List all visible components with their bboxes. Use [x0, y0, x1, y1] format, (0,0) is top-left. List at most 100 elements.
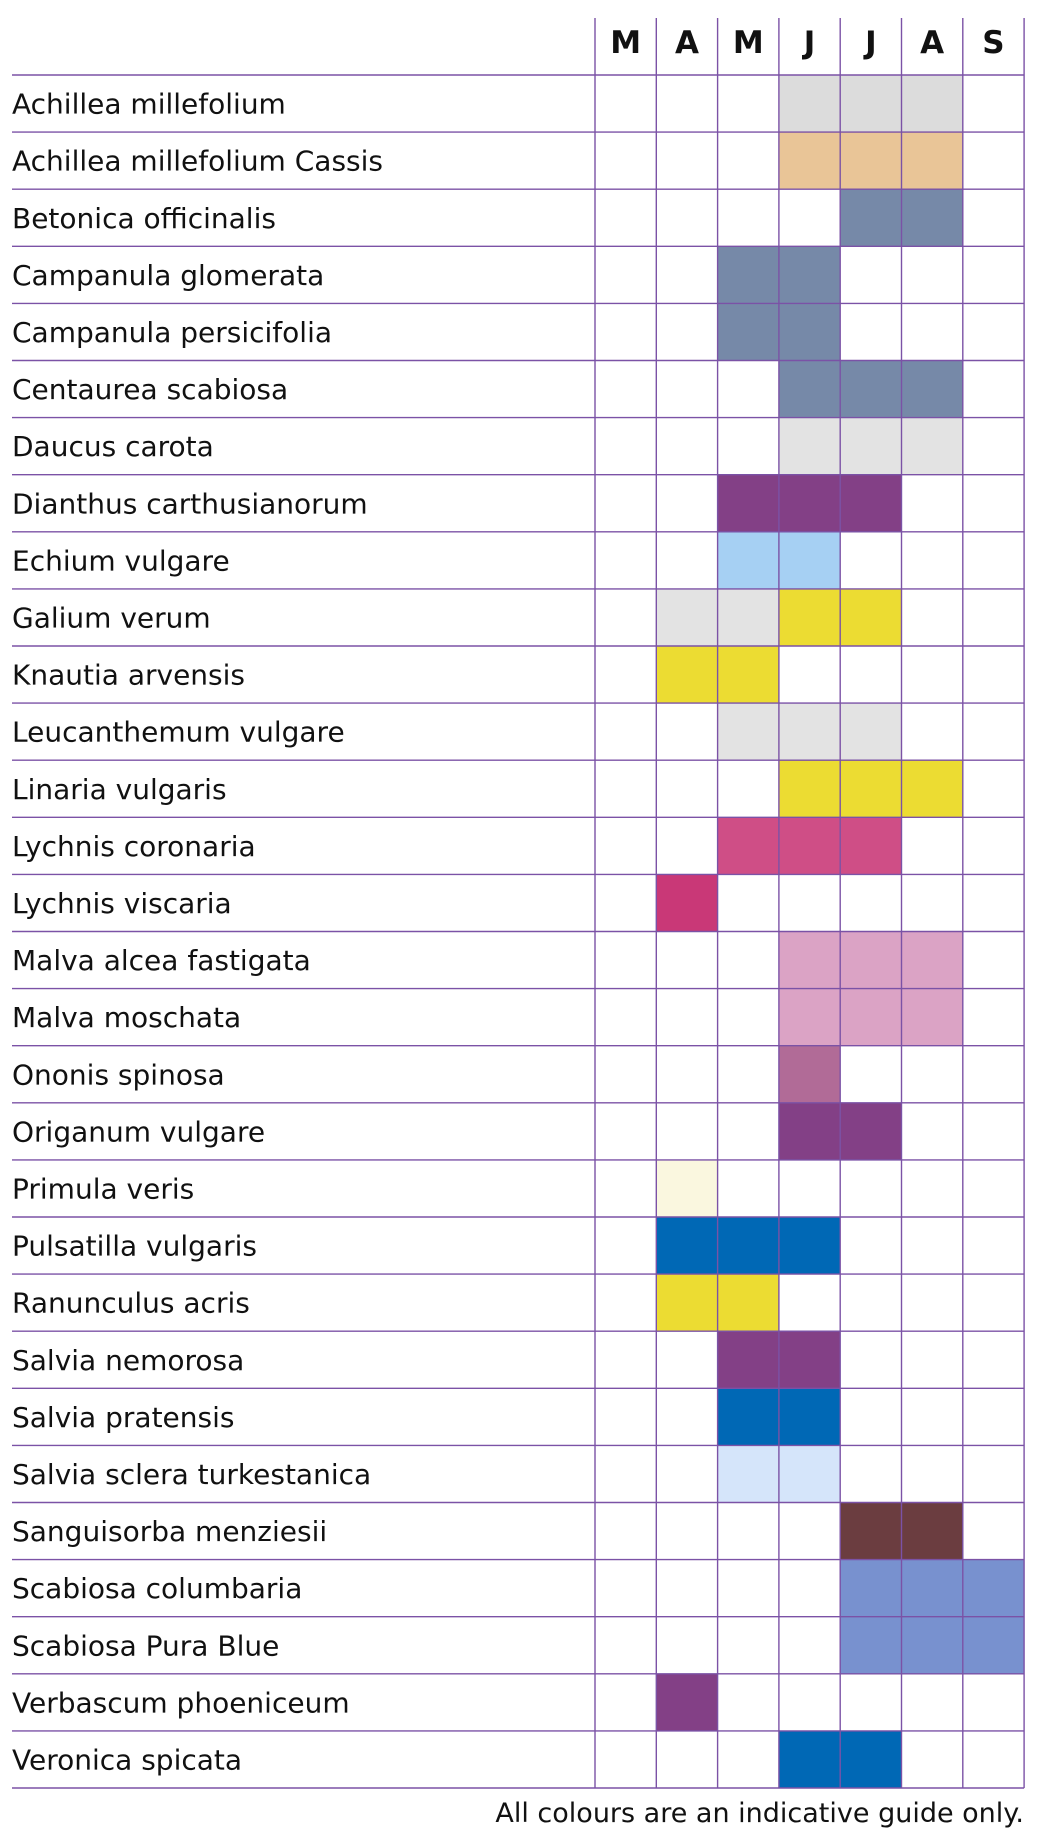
bloom-cell: [717, 303, 779, 361]
bloom-cell: [840, 1502, 902, 1560]
plant-name: Galium verum: [12, 601, 211, 634]
bloom-cell: [717, 817, 779, 875]
bloom-cell: [778, 760, 841, 818]
plant-name: Leucanthemum vulgare: [12, 716, 345, 749]
bloom-cell: [901, 189, 963, 247]
bloom-cell: [901, 360, 963, 418]
plant-name: Scabiosa columbaria: [12, 1572, 302, 1605]
bloom-cell: [778, 417, 841, 475]
bloom-cell: [778, 1331, 841, 1389]
bloom-cell: [901, 1502, 963, 1560]
month-header: M: [733, 25, 764, 61]
bloom-cell: [778, 988, 841, 1046]
footnote: All colours are an indicative guide only…: [495, 1798, 1024, 1829]
plant-name: Centaurea scabiosa: [12, 373, 288, 406]
bloom-cell: [778, 1445, 841, 1503]
plant-name: Dianthus carthusianorum: [12, 487, 368, 520]
plant-name: Pulsatilla vulgaris: [12, 1230, 257, 1263]
month-header: M: [610, 25, 641, 61]
bloom-cell: [840, 931, 902, 989]
bloom-cell: [656, 588, 718, 646]
plant-name: Veronica spicata: [12, 1743, 242, 1776]
plant-name: Betonica officinalis: [12, 202, 276, 235]
plant-name: Campanula persicifolia: [12, 316, 332, 349]
month-header: S: [982, 25, 1004, 61]
bloom-cell: [840, 1102, 902, 1160]
bloom-cell: [778, 531, 841, 589]
bloom-cell: [901, 75, 963, 133]
plant-name: Sanguisorba menziesii: [12, 1515, 327, 1548]
plant-name: Primula veris: [12, 1172, 194, 1205]
bloom-cell: [840, 1730, 902, 1788]
bloom-cell: [717, 474, 779, 532]
bloom-cell: [840, 1559, 902, 1617]
bloom-cell: [901, 1559, 963, 1617]
bloom-cell: [840, 760, 902, 818]
bloom-cell: [840, 75, 902, 133]
bloom-cell: [717, 588, 779, 646]
bloom-cell: [778, 703, 841, 761]
plant-name: Scabiosa Pura Blue: [12, 1629, 279, 1662]
plant-name: Achillea millefolium Cassis: [12, 145, 383, 178]
bloom-cell: [717, 246, 779, 304]
plant-name: Salvia pratensis: [12, 1401, 234, 1434]
bloom-cell: [717, 1445, 779, 1503]
bloom-cell: [717, 1274, 779, 1332]
plant-name: Echium vulgare: [12, 544, 230, 577]
bloom-cell: [901, 760, 963, 818]
plant-name: Knautia arvensis: [12, 659, 245, 692]
bloom-cell: [778, 1102, 841, 1160]
bloom-cell: [962, 1616, 1025, 1674]
bloom-cell: [840, 474, 902, 532]
bloom-cell: [778, 1045, 841, 1103]
month-header: J: [802, 25, 816, 61]
bloom-cell: [778, 75, 841, 133]
bloom-cell: [901, 132, 963, 190]
bloom-cell: [778, 246, 841, 304]
plant-name: Ononis spinosa: [12, 1058, 225, 1091]
bloom-cell: [840, 703, 902, 761]
bloom-cell: [840, 417, 902, 475]
bloom-cell: [717, 646, 779, 704]
plant-name: Salvia nemorosa: [12, 1344, 244, 1377]
bloom-cell: [778, 1217, 841, 1275]
plant-name: Salvia sclera turkestanica: [12, 1458, 371, 1491]
month-header: A: [675, 25, 699, 61]
plant-name: Daucus carota: [12, 430, 214, 463]
bloom-cell: [656, 1673, 718, 1731]
plant-name: Campanula glomerata: [12, 259, 324, 292]
plant-name: Malva moschata: [12, 1001, 241, 1034]
bloom-cell: [901, 931, 963, 989]
bloom-cell: [778, 474, 841, 532]
bloom-cell: [840, 189, 902, 247]
bloom-cell: [656, 646, 718, 704]
bloom-cell: [840, 360, 902, 418]
month-header: J: [863, 25, 877, 61]
bloom-cell: [840, 817, 902, 875]
bloom-cell: [778, 1730, 841, 1788]
bloom-cell: [901, 988, 963, 1046]
bloom-cell: [840, 588, 902, 646]
bloom-cell: [717, 531, 779, 589]
plant-name: Verbascum phoeniceum: [12, 1686, 350, 1719]
plant-name: Lychnis viscaria: [12, 887, 232, 920]
bloom-cell: [778, 1388, 841, 1446]
bloom-cell: [778, 588, 841, 646]
bloom-cell: [656, 1217, 718, 1275]
bloom-cell: [656, 1274, 718, 1332]
bloom-cell: [778, 817, 841, 875]
bloom-cell: [778, 132, 841, 190]
bloom-cell: [778, 303, 841, 361]
plant-name: Origanum vulgare: [12, 1115, 265, 1148]
plant-name: Lychnis coronaria: [12, 830, 256, 863]
bloom-cell: [840, 1616, 902, 1674]
bloom-cell: [901, 1616, 963, 1674]
plant-name: Ranunculus acris: [12, 1287, 250, 1320]
month-header: A: [920, 25, 944, 61]
bloom-cell: [717, 1388, 779, 1446]
bloom-cell: [717, 703, 779, 761]
bloom-cell: [717, 1331, 779, 1389]
bloom-cell: [656, 874, 718, 932]
plant-name: Malva alcea fastigata: [12, 944, 311, 977]
